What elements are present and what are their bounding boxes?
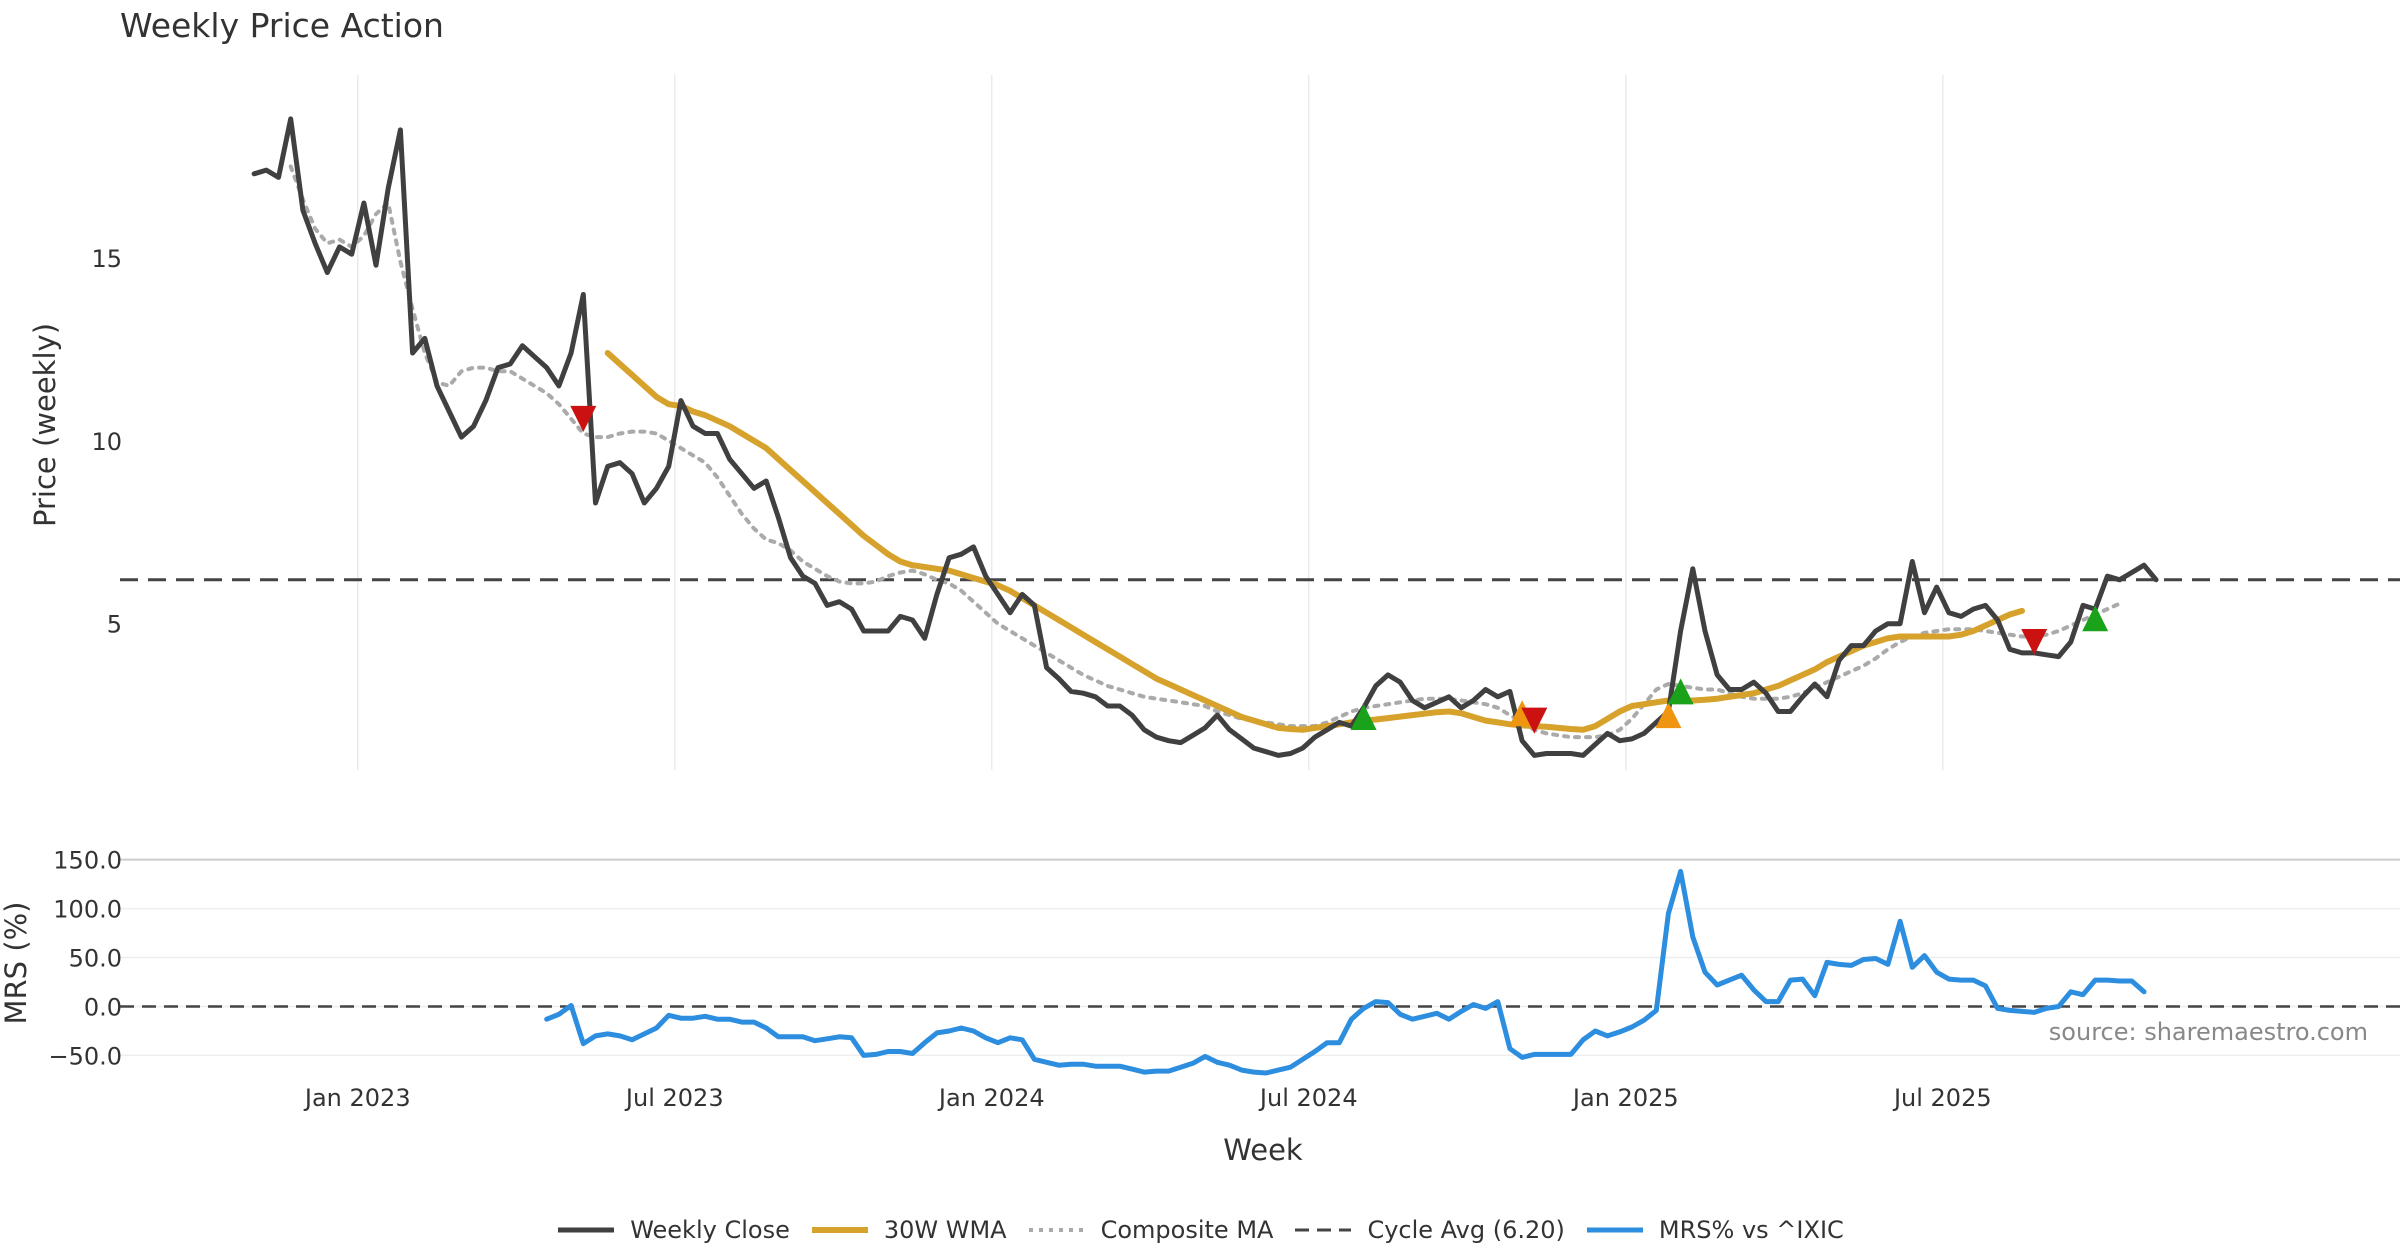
reference-lines	[120, 578, 2400, 1008]
price-y-tick-label: 10	[91, 428, 122, 456]
x-tick-label: Jan 2023	[303, 1084, 411, 1112]
price-y-axis-label: Price (weekly)	[28, 323, 62, 527]
x-tick-label: Jan 2025	[1571, 1084, 1679, 1112]
legend-item-weekly-close[interactable]: Weekly Close	[556, 1216, 790, 1244]
mrs-y-axis-label: MRS (%)	[0, 902, 33, 1025]
sell-signal-marker	[570, 405, 597, 432]
legend-swatch-cycle	[1295, 1228, 1352, 1232]
x-tick-label: Jan 2024	[937, 1084, 1045, 1112]
price-y-tick-label: 15	[91, 245, 122, 273]
mrs-line	[544, 868, 2147, 1076]
mrs-y-tick-label: 50.0	[69, 945, 122, 973]
legend-label-cycle-avg: Cycle Avg (6.20)	[1367, 1216, 1565, 1244]
mrs-y-tick-label: 100.0	[53, 896, 122, 924]
price-y-tick-label: 5	[107, 611, 122, 639]
x-tick-label: Jul 2024	[1258, 1084, 1358, 1112]
x-ticks: Jan 2023 Jul 2023 Jan 2024 Jul 2024 Jan 2025…	[303, 1084, 1992, 1112]
x-tick-label: Jul 2023	[624, 1084, 724, 1112]
chart-title: Weekly Price Action	[120, 6, 444, 45]
mrs-y-tick-label: −50.0	[48, 1042, 122, 1070]
legend-item-wma[interactable]: 30W WMA	[810, 1216, 1007, 1244]
buy-signal-marker	[2082, 605, 2109, 632]
legend-item-composite-ma[interactable]: Composite MA	[1027, 1216, 1274, 1244]
caution-signal-marker	[1655, 702, 1682, 729]
legend-swatch-composite	[1028, 1228, 1085, 1232]
composite-ma-line	[288, 164, 2122, 740]
legend-swatch-close	[558, 1227, 615, 1233]
legend-item-mrs[interactable]: MRS% vs ^IXIC	[1585, 1216, 1844, 1244]
wma-30w-line	[604, 350, 2025, 733]
legend-swatch-wma	[811, 1227, 868, 1233]
weekly-close-line	[251, 116, 2159, 758]
legend-label-composite-ma: Composite MA	[1100, 1216, 1274, 1244]
mrs-y-ticks: −50.0 0.0 50.0 100.0 150.0	[48, 847, 122, 1071]
legend-label-mrs: MRS% vs ^IXIC	[1658, 1216, 1844, 1244]
buy-signal-marker	[1667, 678, 1694, 705]
legend-label-weekly-close: Weekly Close	[630, 1216, 790, 1244]
mrs-y-tick-label: 0.0	[84, 993, 122, 1021]
legend: Weekly Close 30W WMA Composite MA Cycle …	[0, 1210, 2400, 1250]
buy-signal-marker	[1350, 703, 1377, 730]
signal-markers	[570, 405, 2109, 734]
price-y-ticks: 5 10 15	[91, 245, 122, 639]
legend-label-wma: 30W WMA	[883, 1216, 1007, 1244]
x-tick-label: Jul 2025	[1892, 1084, 1992, 1112]
legend-swatch-mrs	[1586, 1227, 1643, 1233]
x-axis-label: Week	[1223, 1133, 1303, 1167]
series-lines	[251, 116, 2159, 1076]
mrs-y-tick-label: 150.0	[53, 847, 122, 875]
grid-lines	[120, 75, 2400, 1057]
sell-signal-marker	[2021, 628, 2048, 655]
legend-item-cycle-avg[interactable]: Cycle Avg (6.20)	[1293, 1216, 1565, 1244]
sell-signal-marker	[1521, 707, 1548, 734]
chart-canvas: 5 10 15 −50.0 0.0 50.0 100.0 150.0 Jan 2023 Jul…	[0, 75, 2400, 1167]
source-watermark: source: sharemaestro.com	[2048, 1018, 2368, 1046]
